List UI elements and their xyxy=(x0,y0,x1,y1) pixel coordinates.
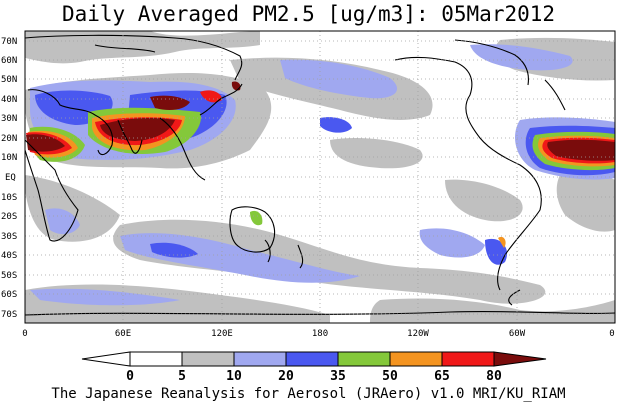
lat-label: EQ xyxy=(5,173,16,183)
lat-label: 10N xyxy=(1,153,17,163)
lat-label: 70N xyxy=(1,37,17,47)
map-frame xyxy=(24,30,616,324)
lat-label: 60N xyxy=(1,56,17,66)
graticule xyxy=(25,31,615,323)
lat-label: 20S xyxy=(1,212,17,222)
latitude-labels: 70N 60N 50N 40N 30N 20N 10N EQ 10S 20S 3… xyxy=(1,37,17,320)
lon-label: 60E xyxy=(115,329,131,339)
map-title: Daily Averaged PM2.5 [ug/m3]: 05Mar2012 xyxy=(61,2,556,26)
lon-label: 180 xyxy=(312,329,328,339)
lat-label: 50S xyxy=(1,271,17,281)
colorbar: 0 5 10 20 35 50 65 80 xyxy=(81,351,547,384)
colorbar-tick: 80 xyxy=(486,369,502,384)
lat-label: 40S xyxy=(1,251,17,261)
colorbar-left-arrow xyxy=(81,351,131,367)
lat-label: 20N xyxy=(1,134,17,144)
colorbar-tick: 0 xyxy=(126,369,134,384)
colorbar-segment xyxy=(389,351,443,367)
colorbar-tick: 65 xyxy=(434,369,450,384)
colorbar-segment xyxy=(441,351,495,367)
colorbar-segment xyxy=(129,351,183,367)
lon-label: 60W xyxy=(509,329,526,339)
lat-label: 60S xyxy=(1,290,17,300)
colorbar-tick: 10 xyxy=(226,369,242,384)
colorbar-segment xyxy=(337,351,391,367)
lat-label: 10S xyxy=(1,193,17,203)
lon-label: 0 xyxy=(22,329,27,339)
lon-label: 120E xyxy=(211,329,233,339)
lat-label: 70S xyxy=(1,310,17,320)
colorbar-tick: 35 xyxy=(330,369,346,384)
lat-label: 30S xyxy=(1,232,17,242)
colorbar-right-arrow xyxy=(493,351,547,367)
lat-label: 40N xyxy=(1,95,17,105)
lon-label: 120W xyxy=(407,329,429,339)
colorbar-tick: 50 xyxy=(382,369,398,384)
colorbar-segment xyxy=(233,351,287,367)
map-plot-area xyxy=(24,30,616,324)
colorbar-segment xyxy=(181,351,235,367)
colorbar-segment xyxy=(285,351,339,367)
colorbar-tick: 5 xyxy=(178,369,186,384)
colorbar-tick: 20 xyxy=(278,369,294,384)
lat-label: 30N xyxy=(1,114,17,124)
footer-credit: The Japanese Reanalysis for Aerosol (JRA… xyxy=(51,386,566,402)
lon-label: 0 xyxy=(609,329,614,339)
lat-label: 50N xyxy=(1,75,17,85)
longitude-labels: 0 60E 120E 180 120W 60W 0 xyxy=(22,329,614,339)
